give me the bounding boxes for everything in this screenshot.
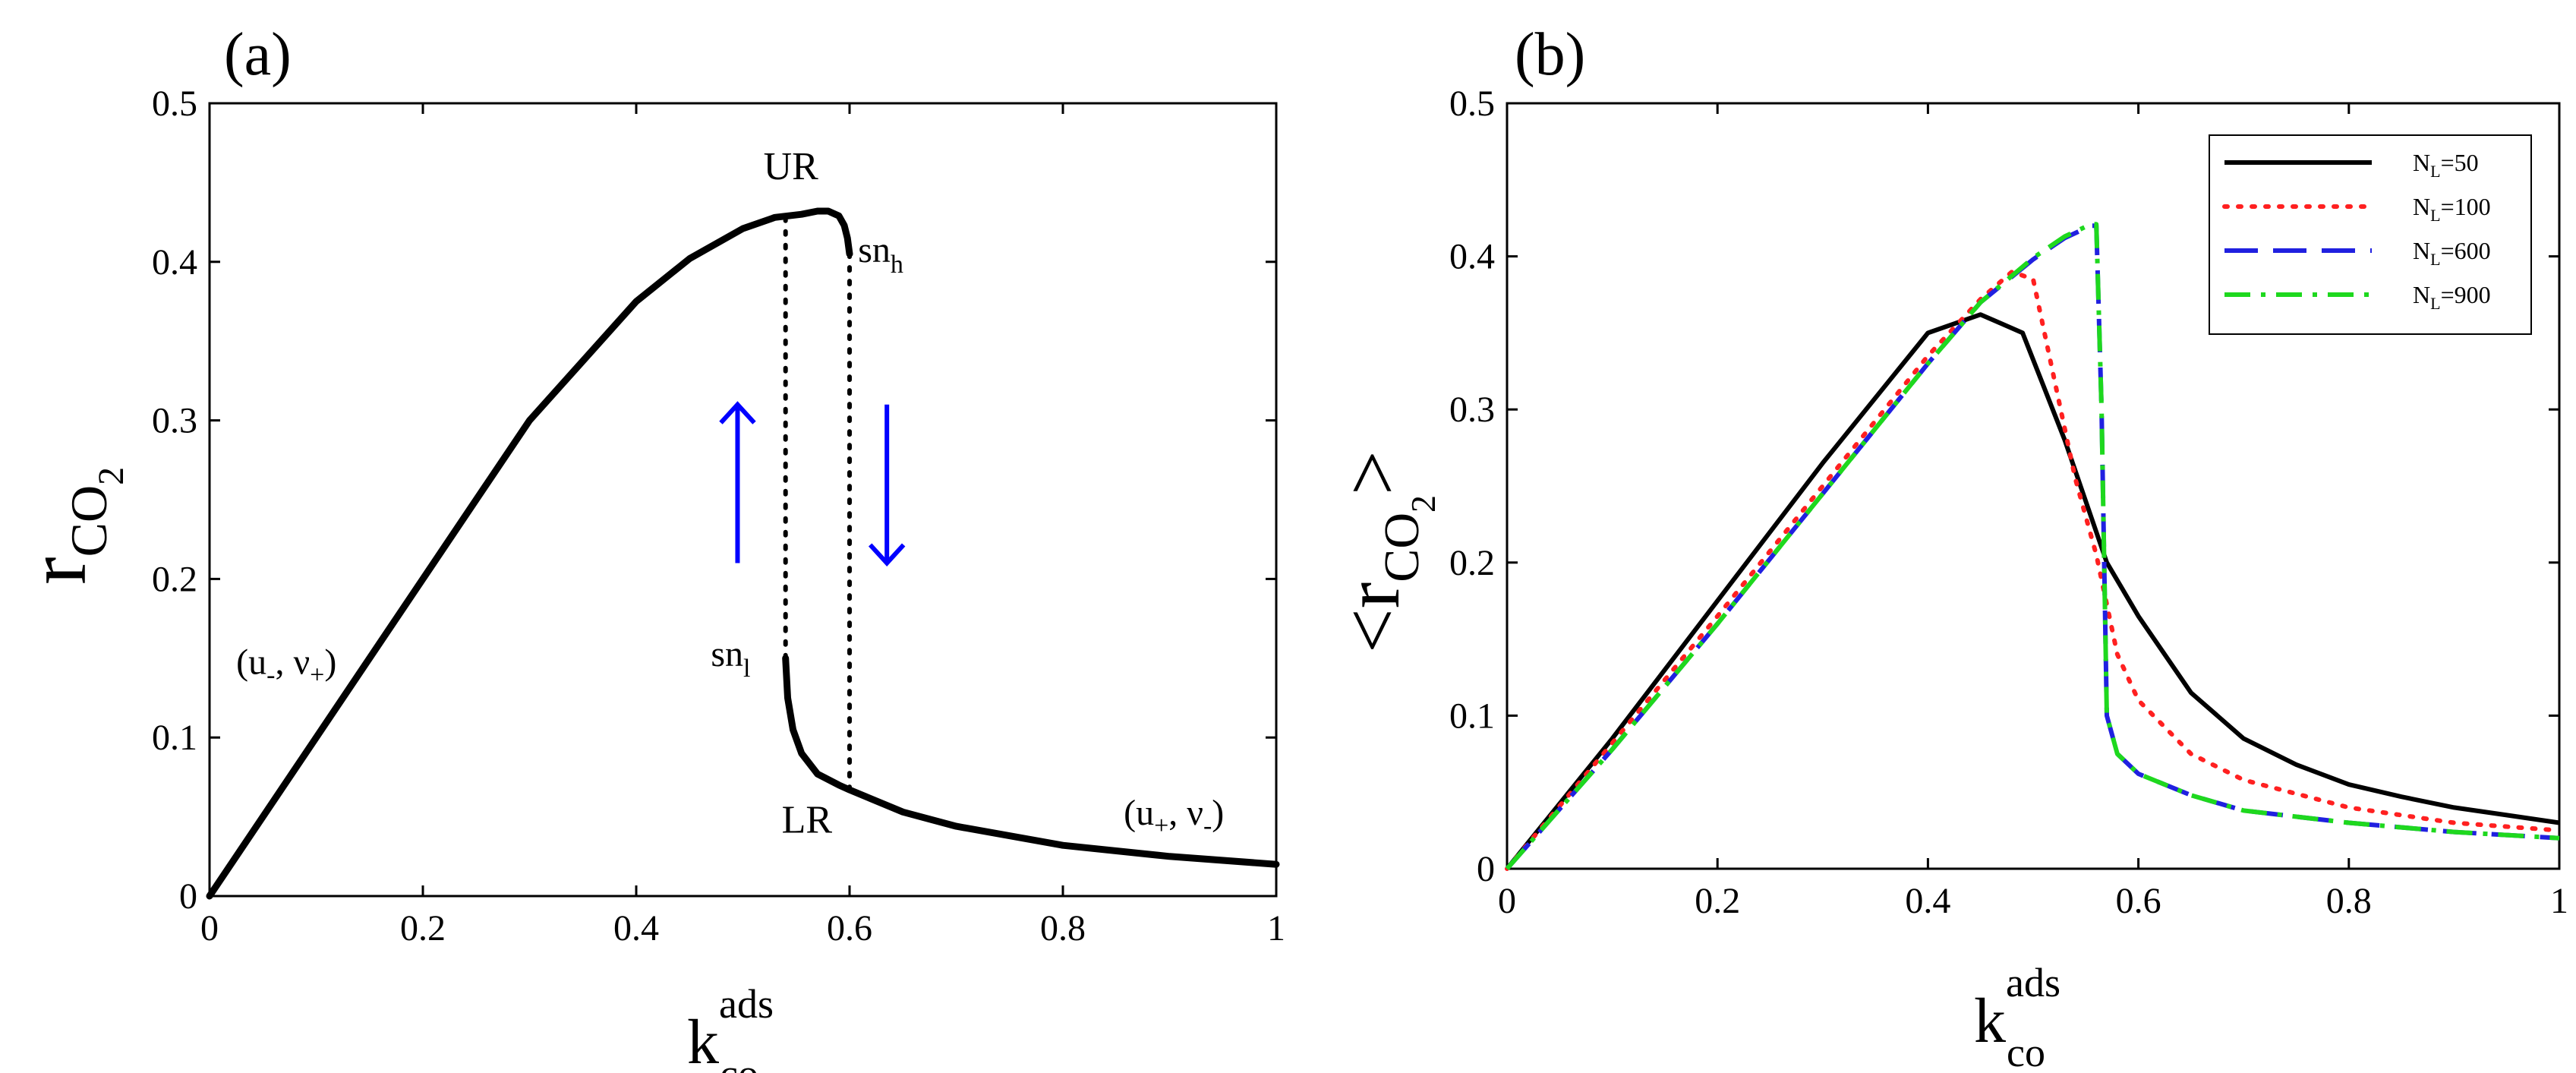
panel-a-label: (a) bbox=[224, 21, 292, 88]
annotation-left-state: (u-, ν+) bbox=[236, 642, 336, 690]
right-state-end: ) bbox=[1212, 793, 1224, 833]
right-state-mid: , ν bbox=[1168, 793, 1203, 833]
panel-b-ylabel: <rCO2> bbox=[1329, 450, 1442, 653]
panel-b-xtick-label: 0.8 bbox=[2326, 881, 2372, 921]
panel-b-xtick-label: 0 bbox=[1498, 881, 1516, 921]
left-state-sub2: + bbox=[310, 661, 324, 690]
annotation-sn-l: snl bbox=[711, 634, 750, 683]
right-state-open: (u bbox=[1124, 793, 1154, 833]
series-upper-branch bbox=[206, 207, 853, 900]
panel-b-ytick-label: 0.3 bbox=[1449, 390, 1495, 430]
series-lower-branch bbox=[782, 655, 1280, 868]
panel-a-ytick-label: 0.5 bbox=[152, 84, 197, 124]
panel-b-ytick-label: 0 bbox=[1477, 849, 1495, 889]
panel-b-ytick-label: 0.4 bbox=[1449, 237, 1495, 277]
panel-b-xtick-label: 0.6 bbox=[2116, 881, 2161, 921]
xlabel-a-sup: ads bbox=[719, 981, 774, 1027]
left-state-sub1: - bbox=[266, 661, 275, 690]
panel-a-xtick-label: 0.2 bbox=[400, 908, 446, 948]
xlabel-b-main: k bbox=[1974, 986, 2006, 1056]
left-state-mid: , ν bbox=[275, 642, 310, 683]
legend-label-nl-600: NL=600 bbox=[2413, 237, 2491, 269]
series-nl-100 bbox=[1505, 269, 2562, 871]
arrow-down bbox=[868, 404, 906, 566]
panel-b-label: (b) bbox=[1515, 21, 1585, 88]
arrow-up bbox=[719, 401, 756, 563]
xlabel-b-sub: co bbox=[2007, 1030, 2045, 1073]
xlabel-a-main: k bbox=[687, 1007, 719, 1073]
panel-b-xtick-label: 0.4 bbox=[1905, 881, 1950, 921]
legend-box bbox=[2209, 134, 2532, 335]
annotation-sn-h-sub: h bbox=[891, 251, 903, 279]
panel-a-xtick-label: 0.6 bbox=[827, 908, 872, 948]
panel-a-ytick-label: 0 bbox=[179, 876, 197, 917]
ylabel-a-main: r bbox=[11, 557, 103, 585]
legend-label-nl-50: NL=50 bbox=[2413, 149, 2479, 181]
ylabel-b-open: < bbox=[1329, 608, 1416, 653]
annotation-lr: LR bbox=[782, 798, 833, 841]
panel-a-xtick-label: 0 bbox=[200, 908, 219, 948]
panel-b-ytick-label: 0.1 bbox=[1449, 696, 1495, 736]
panel-a-ytick-label: 0.3 bbox=[152, 401, 197, 441]
annotation-right-state: (u+, ν-) bbox=[1124, 793, 1224, 840]
ylabel-b-sub: CO bbox=[1374, 513, 1430, 582]
panel-a-xtick-label: 0.8 bbox=[1040, 908, 1086, 948]
left-state-end: ) bbox=[324, 642, 336, 683]
panel-a-ticks: 0 0.2 0.4 0.6 0.8 1 0 0.1 0.2 0.3 0.4 0.5 bbox=[152, 84, 1285, 948]
panel-b-ytick-label: 0.2 bbox=[1449, 543, 1495, 583]
xlabel-b-sup: ads bbox=[2006, 960, 2060, 1005]
panel-a-xtick-label: 0.4 bbox=[613, 908, 659, 948]
panel-a-xtick-label: 1 bbox=[1267, 908, 1285, 948]
annotation-sn-l-main: sn bbox=[711, 634, 743, 674]
left-state-open: (u bbox=[236, 642, 266, 683]
ylabel-a-sub: CO bbox=[60, 485, 118, 557]
xlabel-a-sub: co bbox=[720, 1051, 758, 1073]
panel-a-xlabel: kads co bbox=[687, 981, 774, 1073]
ylabel-b-subsub: 2 bbox=[1404, 495, 1442, 513]
panel-a-dotted-lines bbox=[783, 212, 852, 793]
annotation-sn-l-sub: l bbox=[743, 655, 750, 683]
ylabel-a-subsub: 2 bbox=[91, 467, 131, 485]
legend-items: NL=50 NL=100 NL=600 NL=900 bbox=[2222, 149, 2491, 313]
panel-a-ytick-label: 0.1 bbox=[152, 718, 197, 758]
panel-b-axes-box bbox=[1506, 102, 2561, 870]
panel-b-xtick-label: 0.2 bbox=[1695, 881, 1740, 921]
right-state-sub1: + bbox=[1154, 812, 1168, 840]
panel-a-axes-box bbox=[208, 102, 1278, 898]
annotation-ur: UR bbox=[764, 145, 819, 188]
panel-b-ticks: 0 0.2 0.4 0.6 0.8 1 0 0.1 0.2 0.3 0.4 0.5 bbox=[1449, 84, 2568, 921]
annotation-sn-h: snh bbox=[858, 230, 903, 279]
panel-b-xtick-label: 1 bbox=[2550, 881, 2568, 921]
panel-b: (b) 0 0.2 0.4 0.6 0.8 1 0 0.1 0.2 0.3 0.4 0.5 NL=50… bbox=[1329, 21, 2568, 1073]
series-nl-50 bbox=[1505, 312, 2560, 870]
panel-a-ylabel: rCO2 bbox=[11, 467, 131, 585]
annotation-sn-h-main: sn bbox=[858, 230, 891, 270]
legend-label-nl-900: NL=900 bbox=[2413, 281, 2491, 313]
panel-b-ytick-label: 0.5 bbox=[1449, 84, 1495, 124]
ylabel-b-main: r bbox=[1329, 582, 1416, 609]
series-nl-900 bbox=[1505, 222, 2560, 870]
panel-b-xlabel: kads co bbox=[1974, 960, 2060, 1073]
panel-a-ytick-label: 0.2 bbox=[152, 559, 197, 599]
right-state-sub2: - bbox=[1203, 812, 1212, 840]
panel-a-arrows bbox=[719, 401, 906, 566]
panel-a: (a) 0 0.2 0.4 0.6 0.8 1 0 0.1 0.2 0.3 0.4 0.5 UR LR… bbox=[11, 21, 1285, 1073]
panel-b-series bbox=[1505, 222, 2562, 871]
legend-label-nl-100: NL=100 bbox=[2413, 193, 2491, 225]
panel-a-ytick-label: 0.4 bbox=[152, 242, 197, 282]
panel-a-series bbox=[206, 207, 1280, 900]
legend: NL=50 NL=100 NL=600 NL=900 bbox=[2209, 134, 2532, 335]
ylabel-b-close: > bbox=[1329, 450, 1416, 495]
